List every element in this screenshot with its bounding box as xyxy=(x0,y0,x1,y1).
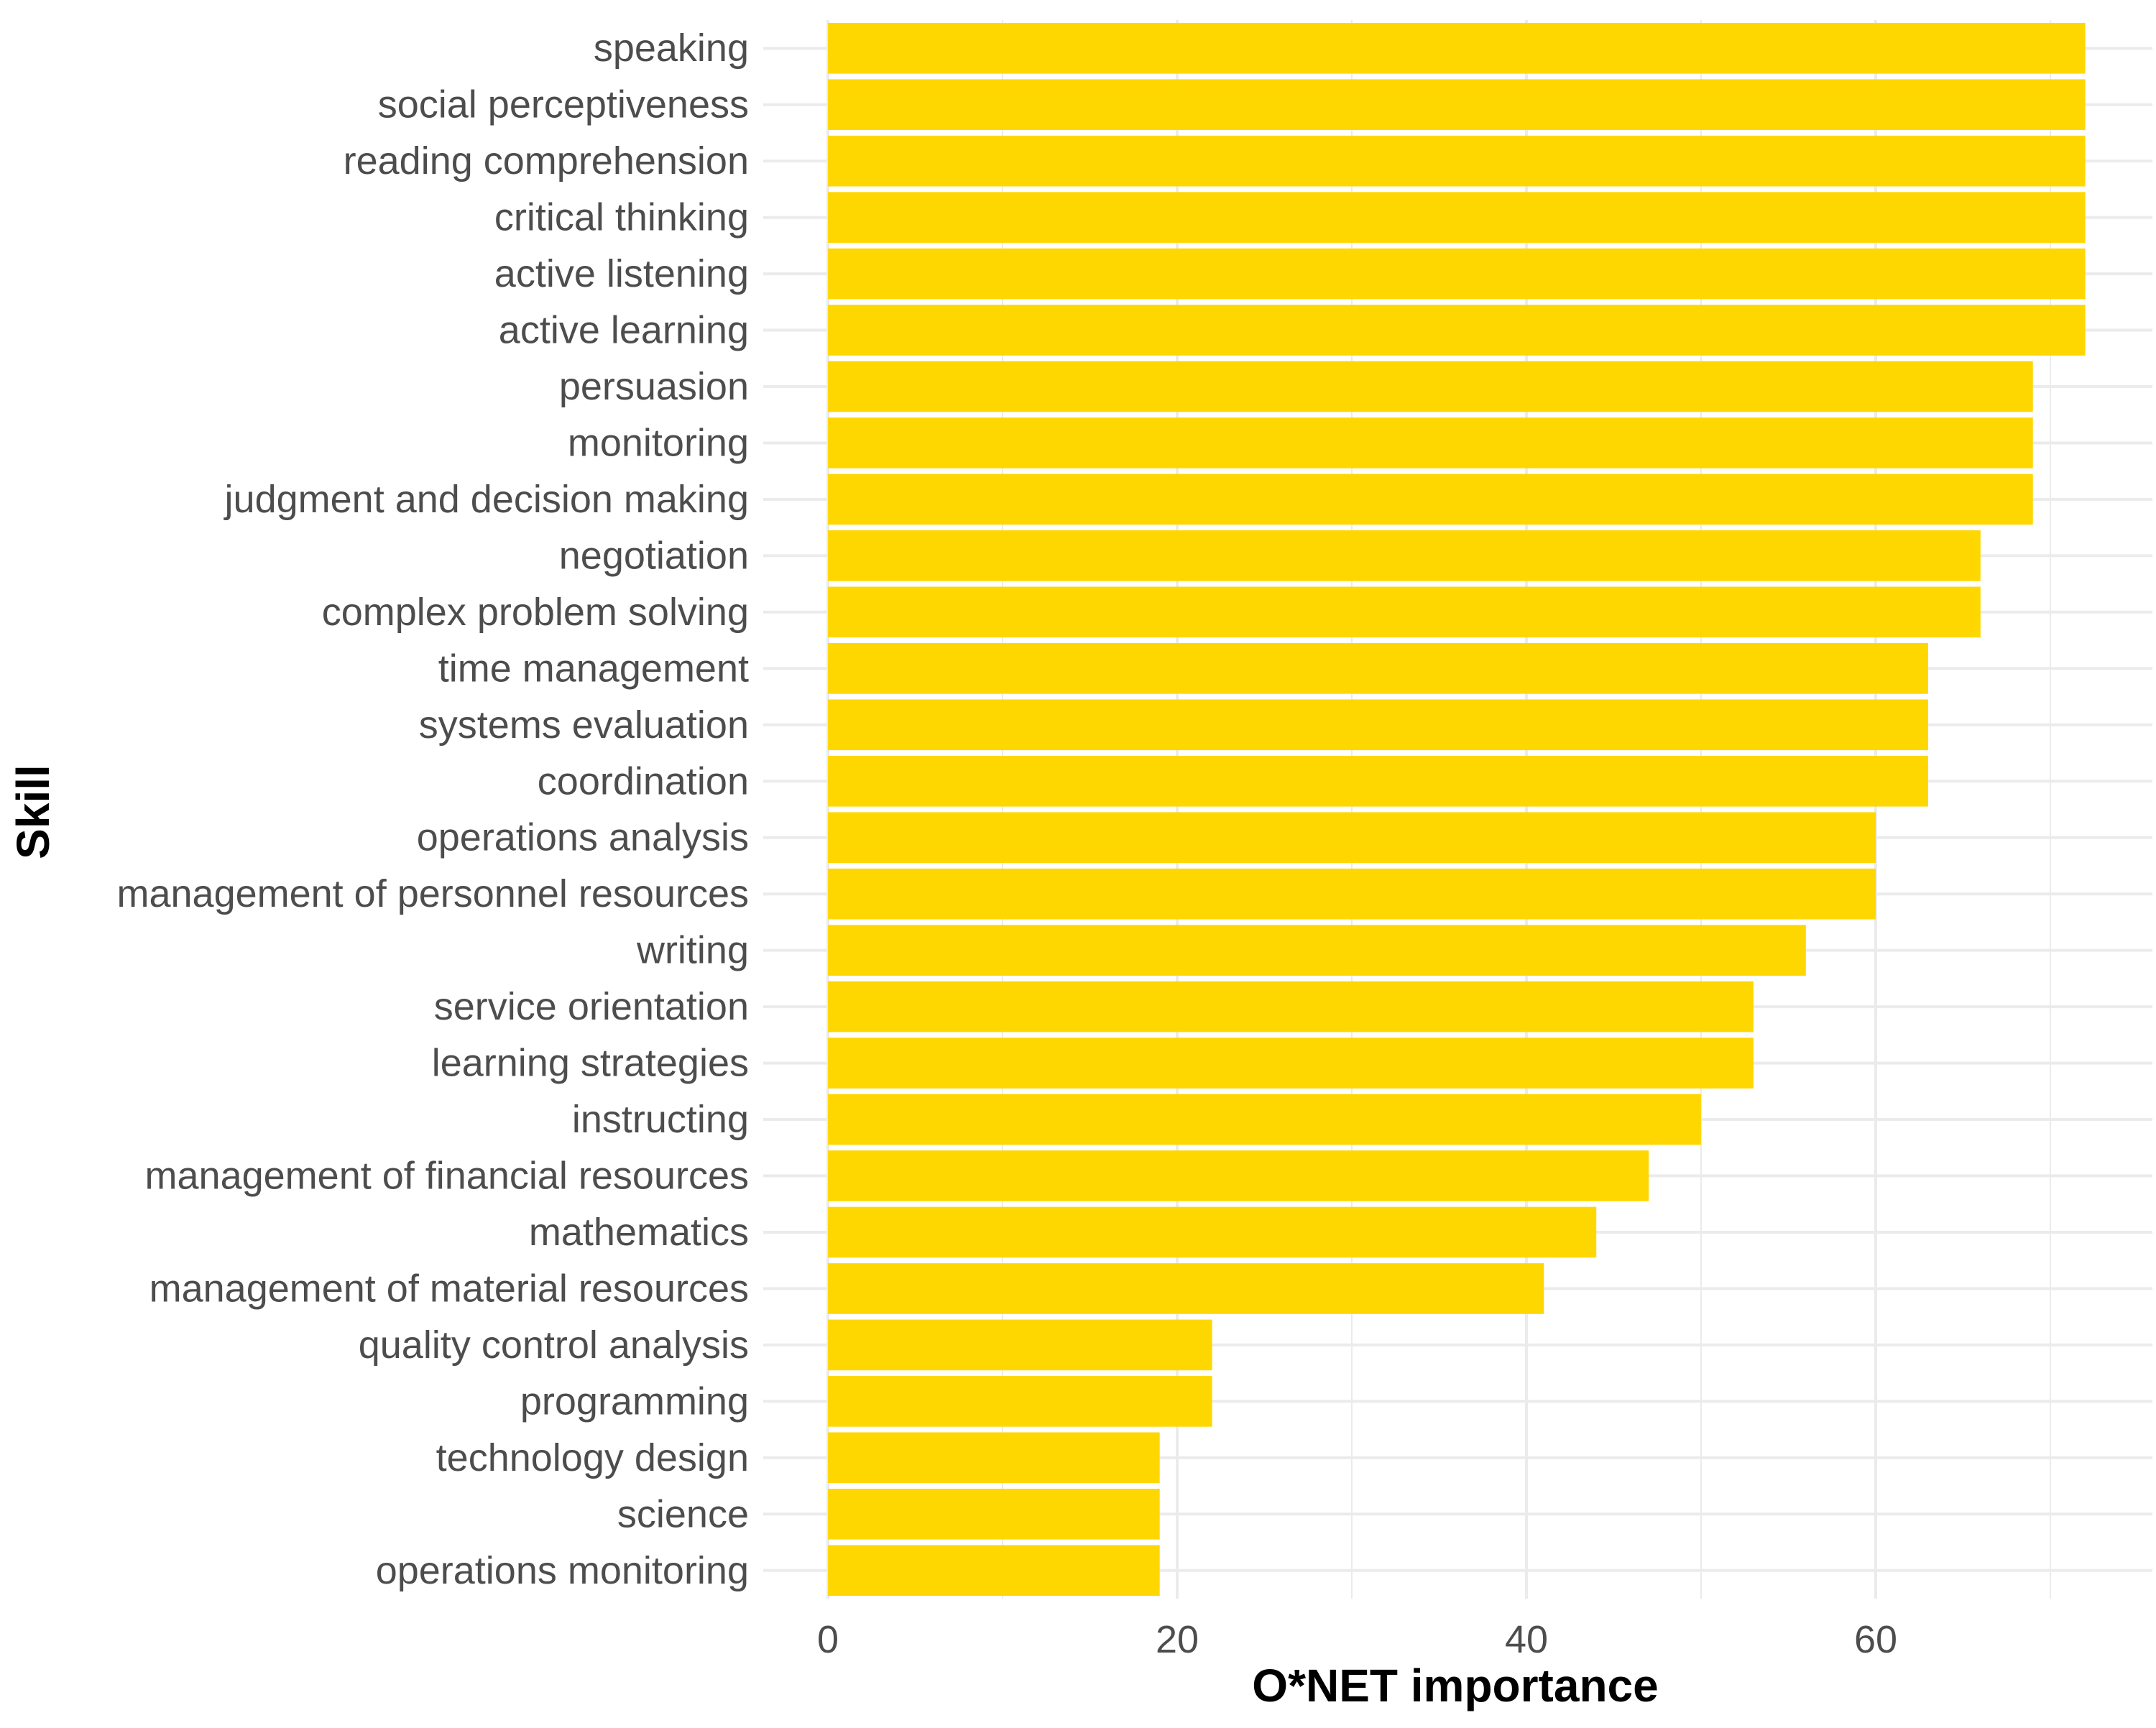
y-tick-label: systems evaluation xyxy=(419,703,749,747)
bar xyxy=(828,755,1928,807)
bar xyxy=(828,192,2086,243)
y-tick-label: quality control analysis xyxy=(359,1323,749,1367)
bar xyxy=(828,812,1876,864)
x-tick-label: 40 xyxy=(1505,1618,1548,1661)
bar xyxy=(828,135,2086,187)
bar xyxy=(828,1038,1754,1089)
bar xyxy=(828,248,2086,300)
bar xyxy=(828,361,2033,412)
bar xyxy=(828,79,2086,131)
x-tick-labels: 0 20 40 60 xyxy=(817,1618,1897,1661)
y-tick-label: writing xyxy=(636,929,749,972)
y-axis-title: Skill xyxy=(7,764,59,859)
bar xyxy=(828,22,2086,74)
bar xyxy=(828,1150,1649,1201)
bar xyxy=(828,925,1806,976)
y-tick-label: monitoring xyxy=(568,421,749,464)
y-tick-label: technology design xyxy=(436,1436,749,1479)
y-tick-label: instructing xyxy=(572,1098,749,1141)
bar xyxy=(828,1545,1160,1597)
y-tick-label: learning strategies xyxy=(432,1042,749,1085)
y-tick-label: critical thinking xyxy=(494,196,749,239)
bar xyxy=(828,1263,1544,1314)
bar xyxy=(828,1094,1701,1145)
bar xyxy=(828,1206,1597,1258)
y-tick-label: speaking xyxy=(594,27,749,70)
y-tick-label: mathematics xyxy=(529,1211,749,1254)
y-tick-label: management of financial resources xyxy=(145,1155,749,1198)
bar xyxy=(828,530,1981,581)
bar xyxy=(828,699,1928,751)
y-tick-label: coordination xyxy=(538,759,749,803)
bar xyxy=(828,868,1876,920)
bars xyxy=(828,22,2086,1597)
y-tick-label: operations analysis xyxy=(417,816,749,859)
bar xyxy=(828,1319,1212,1371)
bar xyxy=(828,643,1928,694)
y-tick-label: time management xyxy=(438,647,749,690)
bar xyxy=(828,586,1981,638)
bar xyxy=(828,305,2086,356)
y-tick-label: science xyxy=(617,1492,749,1535)
y-tick-label: judgment and decision making xyxy=(224,478,749,521)
y-tick-label: service orientation xyxy=(434,985,749,1028)
x-axis-title: O*NET importance xyxy=(1252,1660,1658,1711)
bar xyxy=(828,473,2033,525)
y-tick-label: operations monitoring xyxy=(376,1549,749,1592)
bar xyxy=(828,981,1754,1032)
y-tick-label: complex problem solving xyxy=(322,591,749,634)
x-tick-label: 0 xyxy=(817,1618,839,1661)
bar xyxy=(828,1488,1160,1540)
y-tick-label: management of material resources xyxy=(149,1267,749,1310)
y-tick-label: persuasion xyxy=(559,365,749,408)
y-tick-label: social perceptiveness xyxy=(378,83,749,126)
bar xyxy=(828,1376,1212,1427)
y-tick-label: programming xyxy=(520,1380,749,1423)
bar xyxy=(828,417,2033,468)
y-tick-label: management of personnel resources xyxy=(116,872,749,915)
x-tick-label: 60 xyxy=(1854,1618,1897,1661)
y-tick-labels: speaking social perceptiveness reading com… xyxy=(116,27,749,1592)
x-tick-label: 20 xyxy=(1156,1618,1199,1661)
y-tick-label: active learning xyxy=(499,309,749,352)
y-tick-label: active listening xyxy=(494,252,749,295)
bar xyxy=(828,1432,1160,1484)
y-tick-label: negotiation xyxy=(559,534,749,577)
y-tick-label: reading comprehension xyxy=(344,139,749,182)
